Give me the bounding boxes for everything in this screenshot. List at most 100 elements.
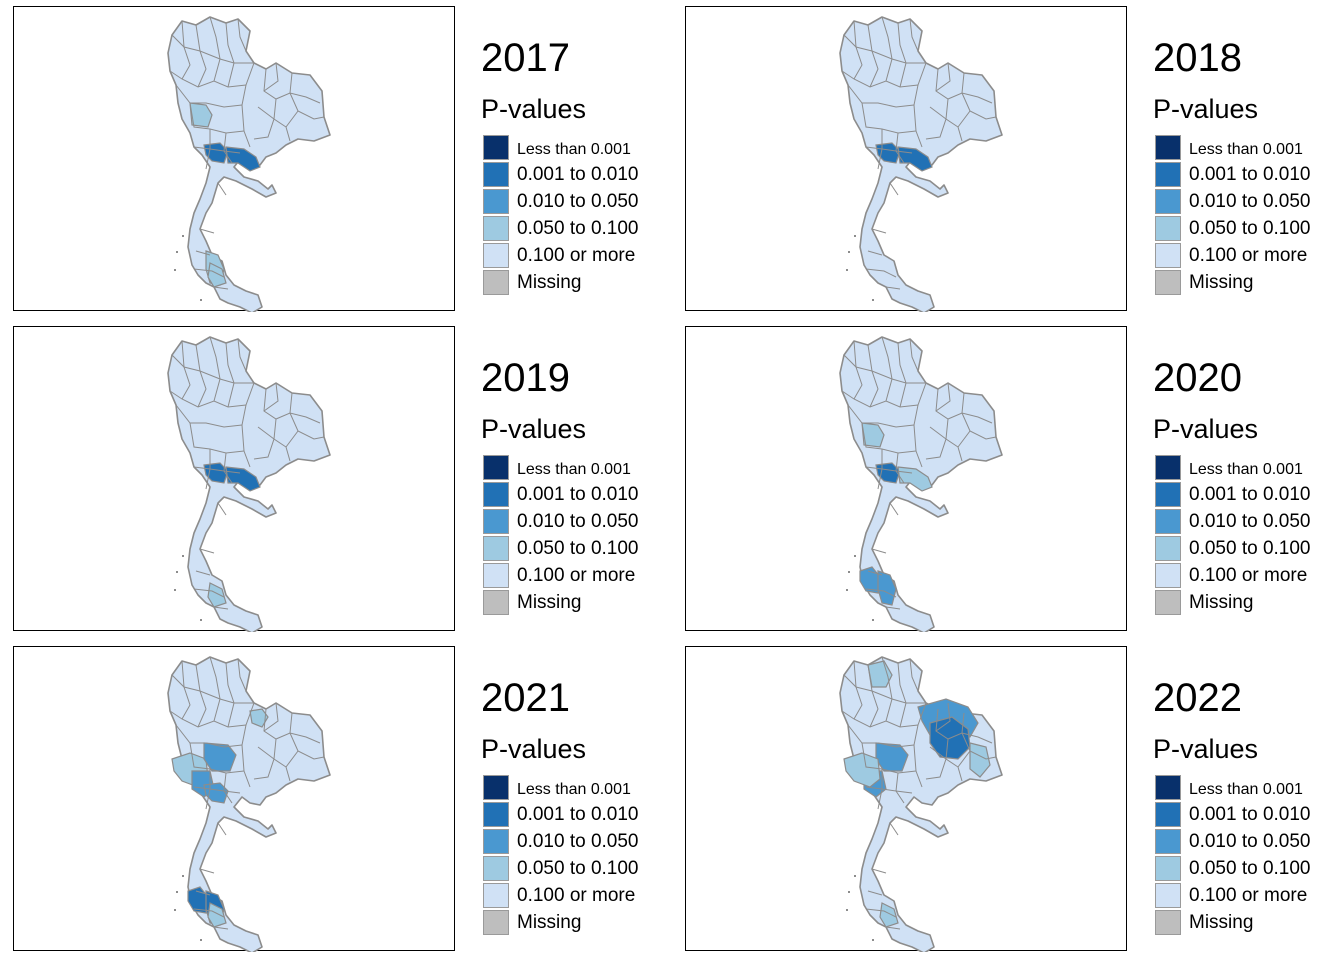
legend-label: 0.050 to 0.100 xyxy=(517,218,639,239)
province-border xyxy=(217,822,227,836)
province-border xyxy=(209,336,221,402)
legend-label: 0.010 to 0.050 xyxy=(517,511,639,532)
province-border xyxy=(225,22,235,88)
island xyxy=(174,589,176,591)
province-border xyxy=(913,382,927,468)
province-border xyxy=(199,868,215,874)
province-border xyxy=(273,738,299,768)
map-panel-2020: 2020 P-values Less than 0.001 0.001 to 0.01… xyxy=(672,320,1342,640)
year-title: 2018 xyxy=(1153,36,1242,80)
province-border xyxy=(263,68,321,104)
province-border xyxy=(925,746,947,780)
province-border xyxy=(867,664,879,728)
province-border xyxy=(847,724,915,748)
legend-swatch xyxy=(483,455,509,480)
map-panel-2019: 2019 P-values Less than 0.001 0.001 to 0.01… xyxy=(0,320,670,640)
legend-label: 0.100 or more xyxy=(517,885,636,906)
province-border xyxy=(241,702,255,788)
region-upper-central xyxy=(861,422,885,448)
map-panel-2018: 2018 P-values Less than 0.001 0.001 to 0.01… xyxy=(672,0,1342,320)
legend-swatch xyxy=(483,482,509,507)
province-border xyxy=(935,708,993,744)
legend-swatch xyxy=(1155,216,1181,241)
island xyxy=(176,571,178,573)
island xyxy=(176,251,178,253)
thailand-map xyxy=(167,656,331,952)
legend-title: P-values xyxy=(481,414,587,444)
province-border xyxy=(169,70,247,88)
legend-label: 0.100 or more xyxy=(517,245,636,266)
legend-label: 0.010 to 0.050 xyxy=(1189,511,1311,532)
province-border xyxy=(169,710,247,728)
province-border xyxy=(263,708,321,744)
province-border xyxy=(181,660,191,720)
thailand-map xyxy=(839,16,1003,312)
legend-label: Less than 0.001 xyxy=(517,461,631,478)
legend-swatch xyxy=(1155,509,1181,534)
province-border xyxy=(889,182,899,196)
region-isan-east xyxy=(969,742,991,778)
province-border xyxy=(853,660,863,720)
legend-label: 0.100 or more xyxy=(1189,885,1308,906)
legend-swatch xyxy=(483,802,509,827)
legend-label: 0.010 to 0.050 xyxy=(517,831,639,852)
province-border xyxy=(853,20,863,80)
province-border xyxy=(225,342,235,408)
province-border xyxy=(865,786,913,794)
province-border xyxy=(175,404,243,428)
province-border xyxy=(853,340,863,400)
province-border xyxy=(171,34,254,64)
legend-swatch xyxy=(1155,563,1181,588)
legend-swatch xyxy=(1155,270,1181,295)
province-border xyxy=(171,674,254,704)
legend-swatch xyxy=(483,563,509,588)
province-border xyxy=(925,426,947,460)
legend-swatch xyxy=(1155,482,1181,507)
legend-swatch xyxy=(1155,536,1181,561)
island xyxy=(848,251,850,253)
province-border xyxy=(957,766,963,782)
thailand-map xyxy=(167,16,331,312)
map-frame xyxy=(13,326,455,632)
legend-swatch xyxy=(483,189,509,214)
region-bangkok-east xyxy=(225,466,261,492)
province-border xyxy=(169,390,247,408)
province-border xyxy=(885,926,901,930)
island xyxy=(872,619,874,621)
province-border xyxy=(867,570,883,576)
map-frame xyxy=(685,6,1127,312)
province-border xyxy=(913,702,927,788)
province-border xyxy=(237,18,247,52)
province-border xyxy=(217,182,227,196)
province-border xyxy=(885,606,901,610)
province-border xyxy=(217,502,227,516)
province-border xyxy=(193,466,241,474)
province-border xyxy=(877,449,883,490)
legend-label: Missing xyxy=(1189,272,1254,293)
region-central-north xyxy=(203,742,237,772)
legend-label: Less than 0.001 xyxy=(1189,141,1303,158)
province-border xyxy=(935,68,993,104)
province-border xyxy=(871,228,887,234)
province-border xyxy=(935,388,993,424)
island xyxy=(854,875,856,877)
island xyxy=(848,571,850,573)
region-bangkok-east xyxy=(225,146,261,172)
province-border xyxy=(193,588,225,598)
legend-swatch xyxy=(1155,243,1181,268)
legend-swatch xyxy=(1155,135,1181,160)
province-border xyxy=(871,868,887,874)
legend-swatch xyxy=(483,135,509,160)
year-title: 2019 xyxy=(481,356,570,400)
province-border xyxy=(841,70,919,88)
province-border xyxy=(195,890,211,896)
map-panel-2022: 2022 P-values Less than 0.001 0.001 to 0.01… xyxy=(672,640,1342,960)
province-border xyxy=(223,132,233,164)
province-border xyxy=(193,786,241,794)
map-panel-2021: 2021 P-values Less than 0.001 0.001 to 0.01… xyxy=(0,640,670,960)
province-border xyxy=(889,822,899,836)
province-border xyxy=(175,84,243,108)
province-border xyxy=(241,62,255,148)
region-south-mid xyxy=(207,262,227,288)
region-bangkok-east xyxy=(897,146,933,172)
